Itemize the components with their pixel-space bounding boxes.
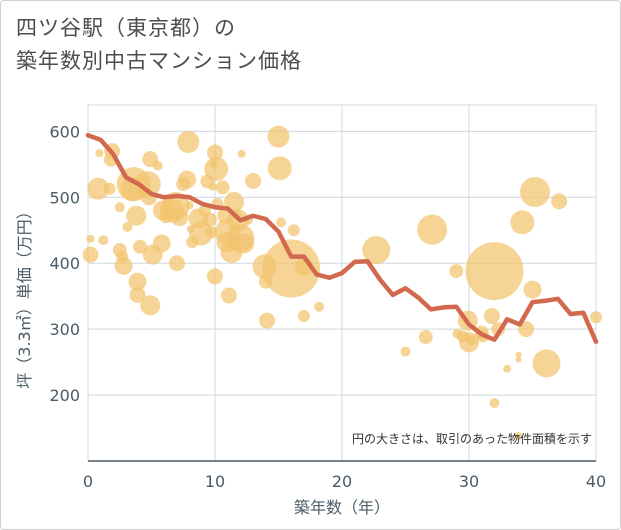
bubble-point: [267, 156, 292, 181]
bubble-point: [234, 233, 255, 254]
bubble-point: [177, 130, 200, 153]
bubble-point: [466, 335, 477, 346]
y-tick-label: 200: [49, 386, 80, 405]
bubble-point: [126, 205, 147, 226]
bubble-point: [237, 149, 246, 158]
bubble-point: [168, 255, 185, 272]
bubble-point: [465, 242, 524, 301]
bubble-point: [523, 280, 542, 299]
bubble-point: [95, 149, 104, 158]
chart-title-line-1: 四ツ谷駅（東京都）の: [16, 16, 236, 40]
bubble-point: [86, 234, 95, 243]
bubble-point: [314, 301, 325, 312]
bubble-point: [503, 364, 512, 373]
bubble-point: [489, 397, 500, 408]
y-tick-label: 400: [49, 254, 80, 273]
trend-line-layer: [85, 133, 599, 344]
bubble-point: [129, 286, 146, 303]
bubble-point: [152, 160, 163, 171]
trend-line: [85, 133, 599, 344]
bubble-point: [185, 201, 194, 210]
bubble-point: [483, 307, 500, 324]
bubble-point: [259, 312, 276, 329]
bubble-point: [178, 170, 197, 189]
bubble-point: [362, 236, 391, 265]
x-tick-label: 10: [205, 472, 225, 491]
bubble-point: [245, 172, 262, 189]
x-tick-label: 0: [83, 472, 93, 491]
bubble-point: [205, 226, 218, 239]
y-tick-label: 500: [49, 188, 80, 207]
bubble-point: [114, 256, 133, 275]
bubble-point: [418, 330, 433, 345]
bubble-point: [103, 182, 116, 195]
bubble-point: [207, 144, 223, 161]
bubble-point: [551, 193, 568, 210]
x-tick-label: 20: [332, 472, 352, 491]
bubble-point: [520, 177, 551, 208]
bubble-point: [215, 180, 230, 195]
bubble-point: [276, 217, 287, 228]
bubbles: [82, 125, 602, 440]
y-tick-label: 300: [49, 320, 80, 339]
bubble-point: [140, 295, 161, 316]
grid-lines: [87, 104, 597, 462]
bubble-point: [208, 182, 217, 191]
y-tick-label: 600: [49, 122, 80, 141]
bubble-point: [170, 208, 189, 227]
x-tick-label: 40: [586, 472, 606, 491]
chart-title-line-2: 築年数別中古マンション価格: [16, 49, 302, 73]
bubble-point: [202, 212, 217, 227]
bubble-point: [515, 351, 522, 358]
x-tick-label: 30: [459, 472, 479, 491]
bubble-point: [152, 234, 171, 253]
chart-title: 四ツ谷駅（東京都）の 築年数別中古マンション価格: [16, 12, 302, 78]
bubble-point: [114, 202, 125, 213]
bubble-point: [204, 156, 229, 181]
bubble-point: [510, 210, 535, 235]
bubble-point: [207, 268, 223, 285]
y-axis-label: 坪（3.3㎡）単価（万円）: [15, 203, 34, 388]
bubble-point: [87, 177, 110, 200]
bubble-point: [449, 264, 464, 279]
bubble-point: [297, 309, 310, 322]
bubble-point: [220, 287, 237, 304]
bubble-point: [262, 239, 321, 298]
bubble-point: [134, 171, 161, 198]
bubble-point: [518, 321, 535, 338]
bubble-point: [189, 221, 214, 246]
bubble-point: [287, 224, 300, 237]
bubble-point: [267, 125, 290, 148]
bubble-size-note: 円の大きさは、取引のあった物件面積を示す: [352, 431, 592, 446]
bubble-point: [532, 349, 561, 378]
bubble-point: [128, 272, 147, 291]
bubble-point: [122, 221, 133, 232]
bubble-point: [590, 311, 602, 324]
bubble-point: [98, 235, 109, 246]
bubble-point: [514, 431, 523, 440]
bubble-point: [400, 346, 411, 357]
x-axis-label: 築年数（年）: [294, 498, 390, 517]
bubble-point: [515, 356, 522, 363]
bubble-point: [417, 214, 448, 245]
bubble-point: [82, 246, 99, 263]
tick-labels: 0 10 20 30 40 200 300 400 500 600: [49, 122, 606, 491]
bubble-point: [133, 239, 148, 254]
